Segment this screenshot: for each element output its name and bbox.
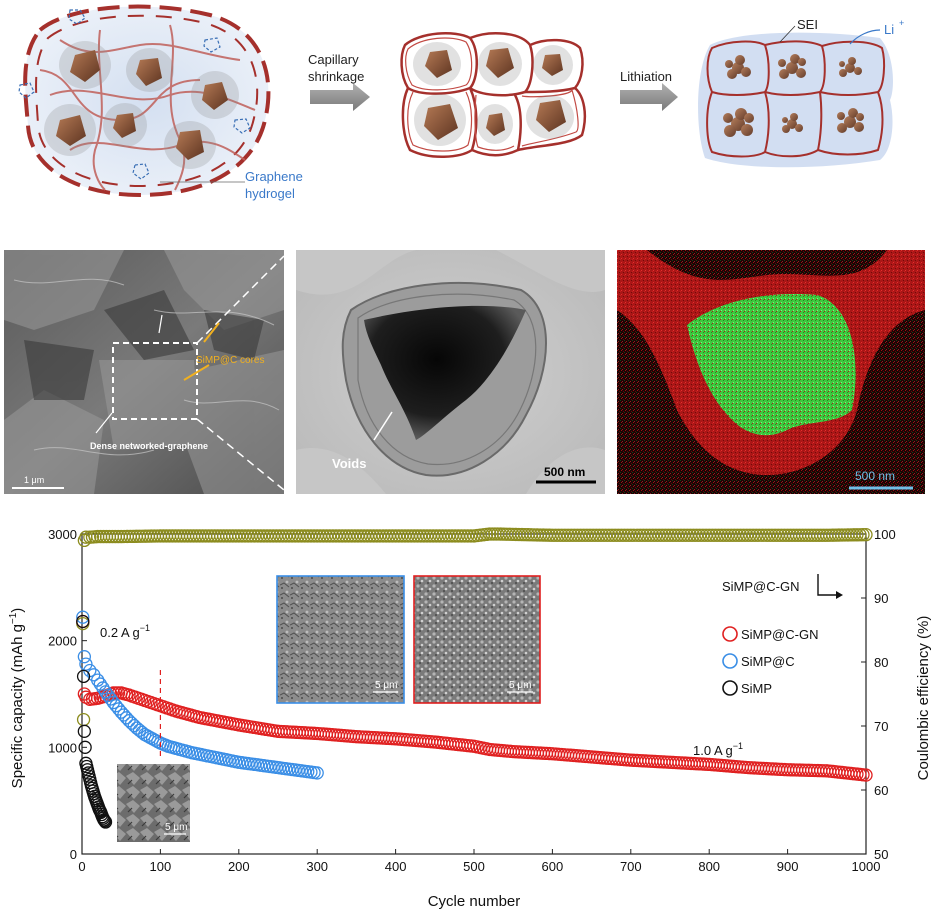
lithiated-sei-illustration: SEI Li + bbox=[698, 17, 904, 168]
edx-map: 500 nm bbox=[617, 250, 925, 494]
tem-scale-bar-label: 500 nm bbox=[544, 465, 585, 479]
voids-label: Voids bbox=[332, 456, 366, 471]
data-point bbox=[853, 528, 867, 542]
series-simp-c bbox=[76, 610, 324, 780]
lithiation-arrow: Lithiation bbox=[620, 69, 678, 111]
cycling-chart: 0 100 200 300 400 500 600 700 800 900 1000 0 1000 200… bbox=[8, 527, 932, 910]
li-superscript: + bbox=[899, 18, 904, 28]
svg-text:5 μm: 5 μm bbox=[509, 680, 531, 691]
legend-item-simp: SiMP bbox=[722, 680, 772, 696]
data-point bbox=[122, 714, 136, 728]
series-simp bbox=[76, 614, 113, 829]
sem-scale-bar-label: 1 μm bbox=[24, 475, 44, 485]
data-point bbox=[310, 766, 324, 780]
rate-low-annotation: 0.2 A g−1 bbox=[100, 623, 150, 640]
y2-axis-label: Coulombic efficiency (%) bbox=[915, 616, 932, 781]
rate-high-annotation: 1.0 A g−1 bbox=[693, 741, 743, 758]
y-tick-label: 0 bbox=[70, 847, 77, 862]
inset-simp-c-sem: 5 μm bbox=[276, 575, 405, 704]
graphene-hydrogel-illustration: Graphene hydrogel bbox=[18, 4, 303, 201]
data-point bbox=[77, 724, 92, 738]
arrow1-label-line1: Capillary bbox=[308, 52, 359, 67]
tem-micrograph: Voids 500 nm bbox=[296, 250, 605, 494]
data-point bbox=[79, 657, 93, 671]
x-tick-label: 600 bbox=[542, 859, 564, 874]
data-point bbox=[101, 688, 115, 703]
data-point bbox=[98, 815, 113, 829]
li-label: Li bbox=[884, 22, 894, 37]
data-point bbox=[104, 692, 118, 706]
data-point bbox=[127, 718, 141, 733]
data-point bbox=[125, 716, 139, 730]
legend-item-simp-c: SiMP@C bbox=[722, 653, 795, 669]
ce-series-label: SiMP@C-GN bbox=[722, 579, 799, 594]
simp-c-cores-label: SiMP@C cores bbox=[196, 355, 265, 366]
svg-text:SiMP@C-GN: SiMP@C-GN bbox=[741, 627, 818, 642]
x-axis-label: Cycle number bbox=[428, 893, 521, 910]
x-tick-label: 1000 bbox=[852, 859, 881, 874]
data-point bbox=[859, 527, 873, 542]
data-point bbox=[856, 528, 870, 542]
y2-tick-label: 80 bbox=[874, 655, 888, 670]
axis-ticks: 0 100 200 300 400 500 600 700 800 900 1000 0 1000 200… bbox=[48, 527, 896, 874]
y2-tick-label: 90 bbox=[874, 591, 888, 606]
graphene-label-line2: hydrogel bbox=[245, 186, 295, 201]
y-tick-label: 1000 bbox=[48, 740, 77, 755]
compact-network-illustration bbox=[400, 32, 587, 158]
x-tick-label: 500 bbox=[463, 859, 485, 874]
dense-network-label: Dense networked-graphene bbox=[90, 441, 208, 451]
data-point bbox=[76, 614, 90, 629]
inset-simp-c-gn-sem: 5 μm bbox=[413, 575, 541, 704]
data-point bbox=[78, 740, 92, 754]
x-tick-label: 400 bbox=[385, 859, 407, 874]
y2-tick-label: 100 bbox=[874, 527, 896, 542]
graphene-label-line1: Graphene bbox=[245, 169, 303, 184]
y-tick-label: 3000 bbox=[48, 527, 77, 542]
edx-scale-bar-label: 500 nm bbox=[855, 469, 895, 483]
ce-pointer-arrowhead bbox=[836, 591, 843, 599]
data-point bbox=[859, 768, 873, 782]
y-tick-label: 2000 bbox=[48, 634, 77, 649]
x-tick-label: 0 bbox=[78, 859, 85, 874]
x-tick-label: 700 bbox=[620, 859, 642, 874]
arrow1-label-line2: shrinkage bbox=[308, 69, 364, 84]
svg-text:5 μm: 5 μm bbox=[165, 822, 187, 833]
data-point bbox=[76, 669, 91, 684]
x-tick-label: 300 bbox=[306, 859, 328, 874]
legend-item-simp-c-gn: SiMP@C-GN bbox=[722, 626, 818, 642]
data-point bbox=[76, 610, 90, 624]
y2-tick-label: 70 bbox=[874, 719, 888, 734]
data-point bbox=[98, 685, 113, 699]
sem-micrograph: SiMP@C cores Dense networked-graphene 1 … bbox=[4, 250, 284, 494]
series-coulombic-efficiency bbox=[76, 527, 873, 727]
legend: SiMP@C-GN SiMP@C SiMP bbox=[722, 626, 818, 696]
data-point bbox=[76, 712, 91, 727]
series-simp-c-gn bbox=[76, 614, 873, 782]
inset-simp-sem: 5 μm bbox=[117, 764, 190, 842]
svg-text:5 μm: 5 μm bbox=[375, 680, 397, 691]
ce-pointer-arrow bbox=[817, 574, 836, 596]
series-layer bbox=[76, 527, 873, 829]
svg-text:SiMP: SiMP bbox=[741, 681, 772, 696]
data-point bbox=[77, 650, 92, 664]
capillary-shrinkage-arrow: Capillary shrinkage bbox=[308, 52, 370, 111]
data-point bbox=[850, 528, 864, 542]
x-tick-label: 200 bbox=[228, 859, 250, 874]
schematic-panel: Graphene hydrogel Capillary shrinkage bbox=[18, 4, 904, 201]
x-tick-label: 800 bbox=[698, 859, 720, 874]
x-tick-label: 100 bbox=[150, 859, 172, 874]
y-axis-label: Specific capacity (mAh g−1) bbox=[8, 608, 26, 789]
y2-tick-label: 50 bbox=[874, 847, 888, 862]
data-point bbox=[98, 814, 112, 828]
arrow2-label: Lithiation bbox=[620, 69, 672, 84]
sei-label: SEI bbox=[797, 17, 818, 32]
data-point bbox=[97, 813, 111, 827]
svg-text:SiMP@C: SiMP@C bbox=[741, 654, 795, 669]
x-tick-label: 900 bbox=[777, 859, 799, 874]
y2-tick-label: 60 bbox=[874, 783, 888, 798]
